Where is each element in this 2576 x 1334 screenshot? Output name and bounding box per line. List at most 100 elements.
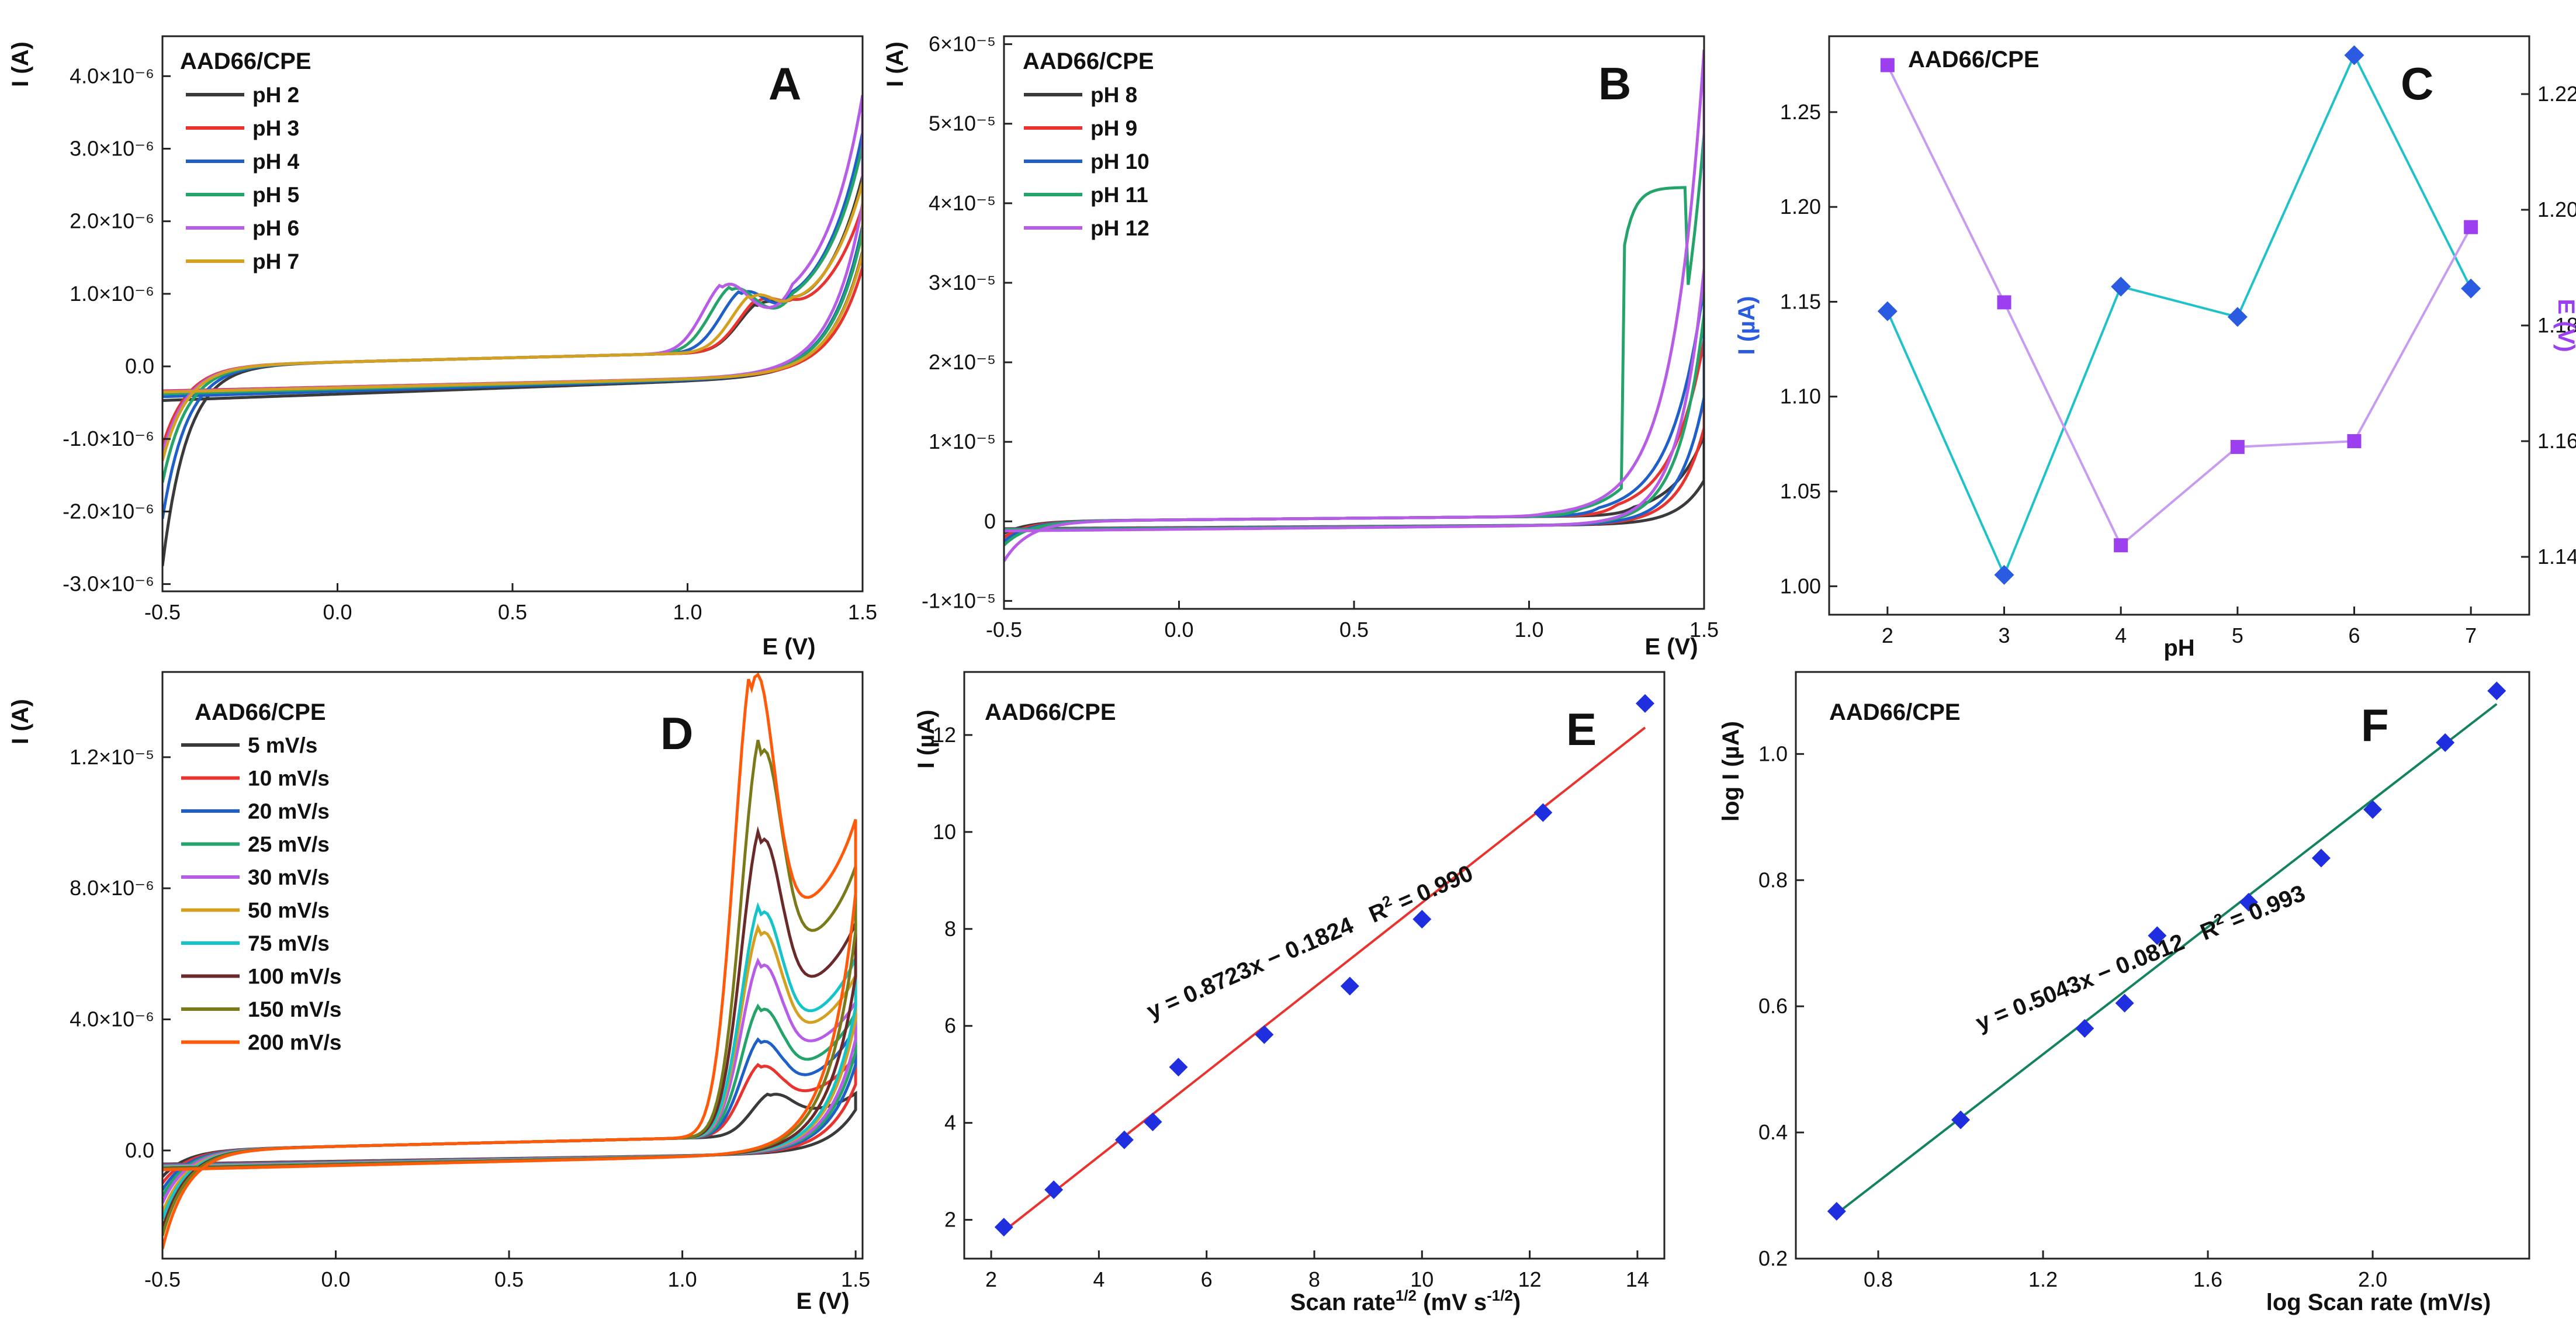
data-point [2436, 733, 2455, 752]
y-tick-label: 4×10⁻⁵ [929, 191, 996, 215]
legend-label: pH 9 [1090, 116, 1137, 140]
panel-d-y-ticks: 0.0 4.0×10⁻⁶ 8.0×10⁻⁶ 1.2×10⁻⁵ [70, 745, 171, 1162]
cv-curve [162, 206, 863, 447]
panel-f-y-label: log I (µA) [1718, 721, 1744, 822]
legend-label: 5 mV/s [248, 733, 317, 757]
data-point [994, 1218, 1013, 1237]
y-tick-label: 3.0×10⁻⁶ [70, 136, 154, 160]
fit-line [1836, 703, 2498, 1215]
data-point [1255, 1025, 1274, 1044]
x-tick-label: 6 [2348, 623, 2360, 647]
data-point [1636, 694, 1655, 713]
y-tick-label: 5×10⁻⁵ [929, 112, 996, 136]
x-tick-label: 12 [1518, 1267, 1542, 1291]
panel-e-equation: y = 0.8723x − 0.1824 R2 = 0.990 [1142, 858, 1477, 1025]
data-point [2311, 848, 2331, 868]
x-tick-label: 3 [1998, 623, 2010, 647]
legend-label: 75 mV/s [248, 931, 330, 955]
panel-d-letter: D [660, 708, 693, 759]
y-tick-label: 1.15 [1780, 289, 1821, 313]
panel-f-x-label: log Scan rate (mV/s) [2266, 1290, 2491, 1315]
series-line [1886, 64, 2472, 548]
y-tick-label: 1×10⁻⁵ [929, 429, 996, 453]
x-tick-label: 2 [1882, 623, 1893, 647]
y-tick-label: 0.0 [125, 1138, 154, 1162]
panel-e-x-ticks: 2 4 6 8 10 12 14 [985, 1250, 1649, 1291]
panel-c-letter: C [2401, 58, 2433, 109]
legend-label: pH 8 [1090, 83, 1137, 107]
x-tick-label: 2 [985, 1267, 997, 1291]
y-right-tick-label: 1.16 [2537, 429, 2576, 453]
panel-f-plot [1827, 681, 2506, 1221]
legend-label: pH 2 [252, 83, 299, 107]
x-tick-label: -0.5 [144, 1267, 181, 1291]
current-marker [1877, 301, 1898, 321]
potential-marker [2464, 220, 2478, 234]
y-tick-label: -1.0×10⁻⁶ [63, 427, 154, 451]
y-tick-label: 0.2 [1758, 1246, 1788, 1270]
cv-curve [162, 95, 863, 454]
panel-d-x-ticks: -0.5 0.0 0.5 1.0 1.5 [144, 1250, 870, 1291]
y-tick-label: 1.20 [1780, 195, 1821, 219]
y-tick-label: 1.0 [1758, 742, 1788, 765]
panel-c-y-ticks-left: 1.00 1.05 1.10 1.15 1.20 1.25 [1780, 100, 1837, 598]
y-tick-label: 1.2×10⁻⁵ [70, 745, 154, 769]
x-tick-label: 2.0 [2358, 1267, 2387, 1291]
panel-e-x-label-main: Scan rate [1290, 1290, 1396, 1315]
legend-label: 200 mV/s [248, 1031, 341, 1055]
panel-c-y-ticks-right: 1.14 1.16 1.18 1.20 1.22 [2521, 82, 2576, 569]
data-point [1169, 1058, 1188, 1077]
x-tick-label: 8 [1308, 1267, 1320, 1291]
data-point [1951, 1110, 1971, 1129]
panel-b-y-ticks: -1×10⁻⁵ 0 1×10⁻⁵ 2×10⁻⁵ 3×10⁻⁵ 4×10⁻⁵ 5×10⁻⁵ 6×… [922, 32, 1012, 612]
x-tick-label: 0.0 [1164, 618, 1193, 642]
panel-c-series [1877, 45, 2481, 585]
potential-marker [2230, 439, 2245, 454]
x-tick-label: 1.5 [848, 600, 877, 624]
data-point [2239, 893, 2258, 912]
y-tick-label: 2 [944, 1208, 956, 1232]
panel-d-curves [162, 672, 857, 1249]
data-point [2363, 800, 2383, 819]
panel-e-frame [963, 671, 1666, 1260]
panel-b-y-label: I (A) [882, 41, 908, 87]
panel-d: -0.5 0.0 0.5 1.0 1.5 0.0 4.0×10⁻⁶ 8.0×10⁻⁶ 1.2×… [8, 671, 870, 1314]
panel-f-equation: y = 0.5043x − 0.0812 R2 = 0.993 [1971, 878, 2309, 1036]
panel-e-x-label-unit-sup: -1/2 [1487, 1287, 1513, 1304]
panel-a: -0.5 0.0 0.5 1.0 1.5 -3.0×10⁻⁶ -2.0×10⁻⁶ -1.0×… [8, 35, 877, 660]
panel-b-legend: pH 8 pH 9 pH 10 pH 11 pH 12 [1024, 83, 1149, 240]
x-tick-label: 1.6 [2193, 1267, 2222, 1291]
x-tick-label: 1.2 [2028, 1267, 2058, 1291]
panel-a-legend: pH 2 pH 3 pH 4 pH 5 pH 6 pH 7 [186, 83, 300, 273]
x-tick-label: 14 [1626, 1267, 1649, 1291]
y-tick-label: 2×10⁻⁵ [929, 350, 996, 374]
panel-c-x-label: pH [2163, 635, 2194, 661]
x-tick-label: 1.0 [1514, 618, 1543, 642]
y-tick-label: 8 [944, 917, 956, 941]
legend-label: pH 7 [252, 250, 299, 273]
y-tick-label: 1.25 [1780, 100, 1821, 124]
panel-e-letter: E [1566, 704, 1597, 755]
legend-label: pH 11 [1090, 183, 1148, 207]
panel-f-letter: F [2361, 699, 2389, 751]
potential-marker [1880, 58, 1895, 72]
panel-e-x-label-end: ) [1513, 1290, 1521, 1315]
x-tick-label: 1.5 [1689, 618, 1719, 642]
y-tick-label: 4.0×10⁻⁶ [70, 64, 154, 88]
panel-a-y-ticks: -3.0×10⁻⁶ -2.0×10⁻⁶ -1.0×10⁻⁶ 0.0 1.0×10⁻⁶ 2.… [63, 64, 171, 596]
legend-label: pH 6 [252, 216, 299, 240]
data-point [2075, 1018, 2094, 1038]
panel-c-frame [1828, 35, 2530, 616]
panel-b-letter: B [1598, 58, 1631, 109]
legend-label: pH 4 [252, 150, 300, 174]
panel-e-x-label-unit: (mV s [1417, 1290, 1487, 1315]
x-tick-label: 0.0 [321, 1267, 351, 1291]
y-tick-label: 0.0 [125, 354, 154, 378]
y-right-tick-label: 1.22 [2537, 82, 2576, 106]
x-tick-label: 1.0 [668, 1267, 697, 1291]
panel-e-y-ticks: 2 4 6 8 10 12 [933, 723, 972, 1232]
x-tick-label: 1.5 [841, 1267, 870, 1291]
current-marker [2111, 276, 2131, 297]
current-marker [2344, 45, 2364, 65]
panel-c-title: AAD66/CPE [1908, 47, 2040, 72]
